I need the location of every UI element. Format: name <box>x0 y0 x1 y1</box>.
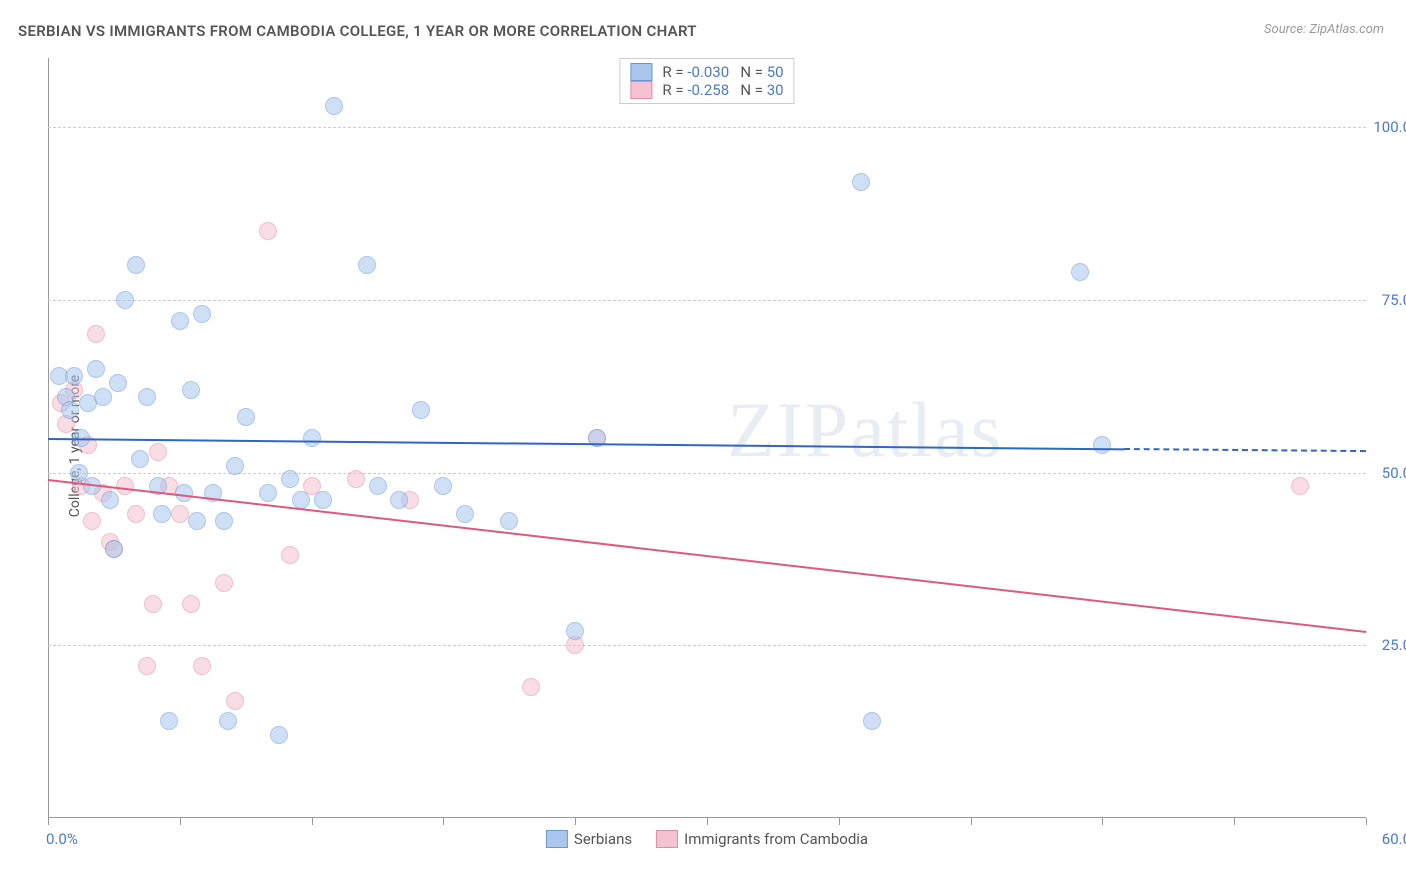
x-axis-min-label: 0.0% <box>46 830 78 848</box>
data-point <box>456 505 474 523</box>
data-point <box>522 678 540 696</box>
legend-stat: R = -0.258 N = 30 <box>662 81 783 99</box>
data-point <box>219 712 237 730</box>
gridline <box>48 127 1366 128</box>
data-point <box>127 256 145 274</box>
series-legend: Serbians Immigrants from Cambodia <box>546 830 868 848</box>
data-point <box>434 477 452 495</box>
x-tick <box>312 818 313 825</box>
chart-title: SERBIAN VS IMMIGRANTS FROM CAMBODIA COLL… <box>18 22 697 40</box>
data-point <box>65 367 83 385</box>
y-tick-label: 25.0% <box>1366 636 1406 654</box>
legend-swatch <box>546 830 568 848</box>
x-tick <box>707 818 708 825</box>
data-point <box>259 222 277 240</box>
legend-label: Immigrants from Cambodia <box>684 830 868 848</box>
x-tick <box>1366 818 1367 825</box>
data-point <box>358 256 376 274</box>
data-point <box>281 470 299 488</box>
legend-swatch <box>656 830 678 848</box>
data-point <box>101 491 119 509</box>
data-point <box>193 305 211 323</box>
data-point <box>131 450 149 468</box>
data-point <box>566 622 584 640</box>
data-point <box>83 512 101 530</box>
data-point <box>138 388 156 406</box>
data-point <box>171 505 189 523</box>
data-point <box>314 491 332 509</box>
trend-line <box>48 438 1124 450</box>
y-tick-label: 100.0% <box>1366 118 1406 136</box>
gridline <box>48 473 1366 474</box>
x-tick <box>575 818 576 825</box>
data-point <box>1291 477 1309 495</box>
data-point <box>109 374 127 392</box>
data-point <box>105 540 123 558</box>
data-point <box>281 546 299 564</box>
data-point <box>215 574 233 592</box>
data-point <box>863 712 881 730</box>
data-point <box>87 325 105 343</box>
data-point <box>94 388 112 406</box>
x-tick <box>1234 818 1235 825</box>
data-point <box>412 401 430 419</box>
data-point <box>1093 436 1111 454</box>
x-tick <box>443 818 444 825</box>
gridline <box>48 300 1366 301</box>
y-tick-label: 50.0% <box>1366 464 1406 482</box>
data-point <box>171 312 189 330</box>
data-point <box>226 692 244 710</box>
legend-label: Serbians <box>574 830 632 848</box>
data-point <box>193 657 211 675</box>
gridline <box>48 645 1366 646</box>
data-point <box>347 470 365 488</box>
x-tick <box>1102 818 1103 825</box>
data-point <box>182 381 200 399</box>
legend-item: Serbians <box>546 830 632 848</box>
data-point <box>160 712 178 730</box>
data-point <box>215 512 233 530</box>
data-point <box>259 484 277 502</box>
legend-item: Immigrants from Cambodia <box>656 830 868 848</box>
data-point <box>87 360 105 378</box>
data-point <box>852 173 870 191</box>
data-point <box>144 595 162 613</box>
legend-row: R = -0.258 N = 30 <box>630 81 783 99</box>
data-point <box>303 429 321 447</box>
data-point <box>237 408 255 426</box>
legend-swatch <box>630 63 652 81</box>
data-point <box>153 505 171 523</box>
data-point <box>182 595 200 613</box>
chart-area: ZIPatlas 25.0%50.0%75.0%100.0% R = -0.03… <box>48 58 1366 818</box>
y-tick-label: 75.0% <box>1366 291 1406 309</box>
data-point <box>369 477 387 495</box>
x-tick <box>971 818 972 825</box>
correlation-legend: R = -0.030 N = 50R = -0.258 N = 30 <box>619 58 794 104</box>
plot: 25.0%50.0%75.0%100.0% <box>48 58 1366 818</box>
data-point <box>226 457 244 475</box>
data-point <box>390 491 408 509</box>
data-point <box>116 291 134 309</box>
data-point <box>138 657 156 675</box>
data-point <box>270 726 288 744</box>
data-point <box>188 512 206 530</box>
legend-swatch <box>630 81 652 99</box>
x-tick <box>48 818 49 825</box>
data-point <box>127 505 145 523</box>
data-point <box>61 401 79 419</box>
x-tick <box>180 818 181 825</box>
x-tick <box>839 818 840 825</box>
legend-row: R = -0.030 N = 50 <box>630 63 783 81</box>
legend-stat: R = -0.030 N = 50 <box>662 63 783 81</box>
data-point <box>149 443 167 461</box>
source-label: Source: ZipAtlas.com <box>1264 22 1384 37</box>
trend-line-dash <box>1124 448 1366 452</box>
trend-line <box>48 479 1366 633</box>
data-point <box>325 97 343 115</box>
data-point <box>500 512 518 530</box>
x-axis-max-label: 60.0% <box>1366 830 1406 848</box>
data-point <box>1071 263 1089 281</box>
